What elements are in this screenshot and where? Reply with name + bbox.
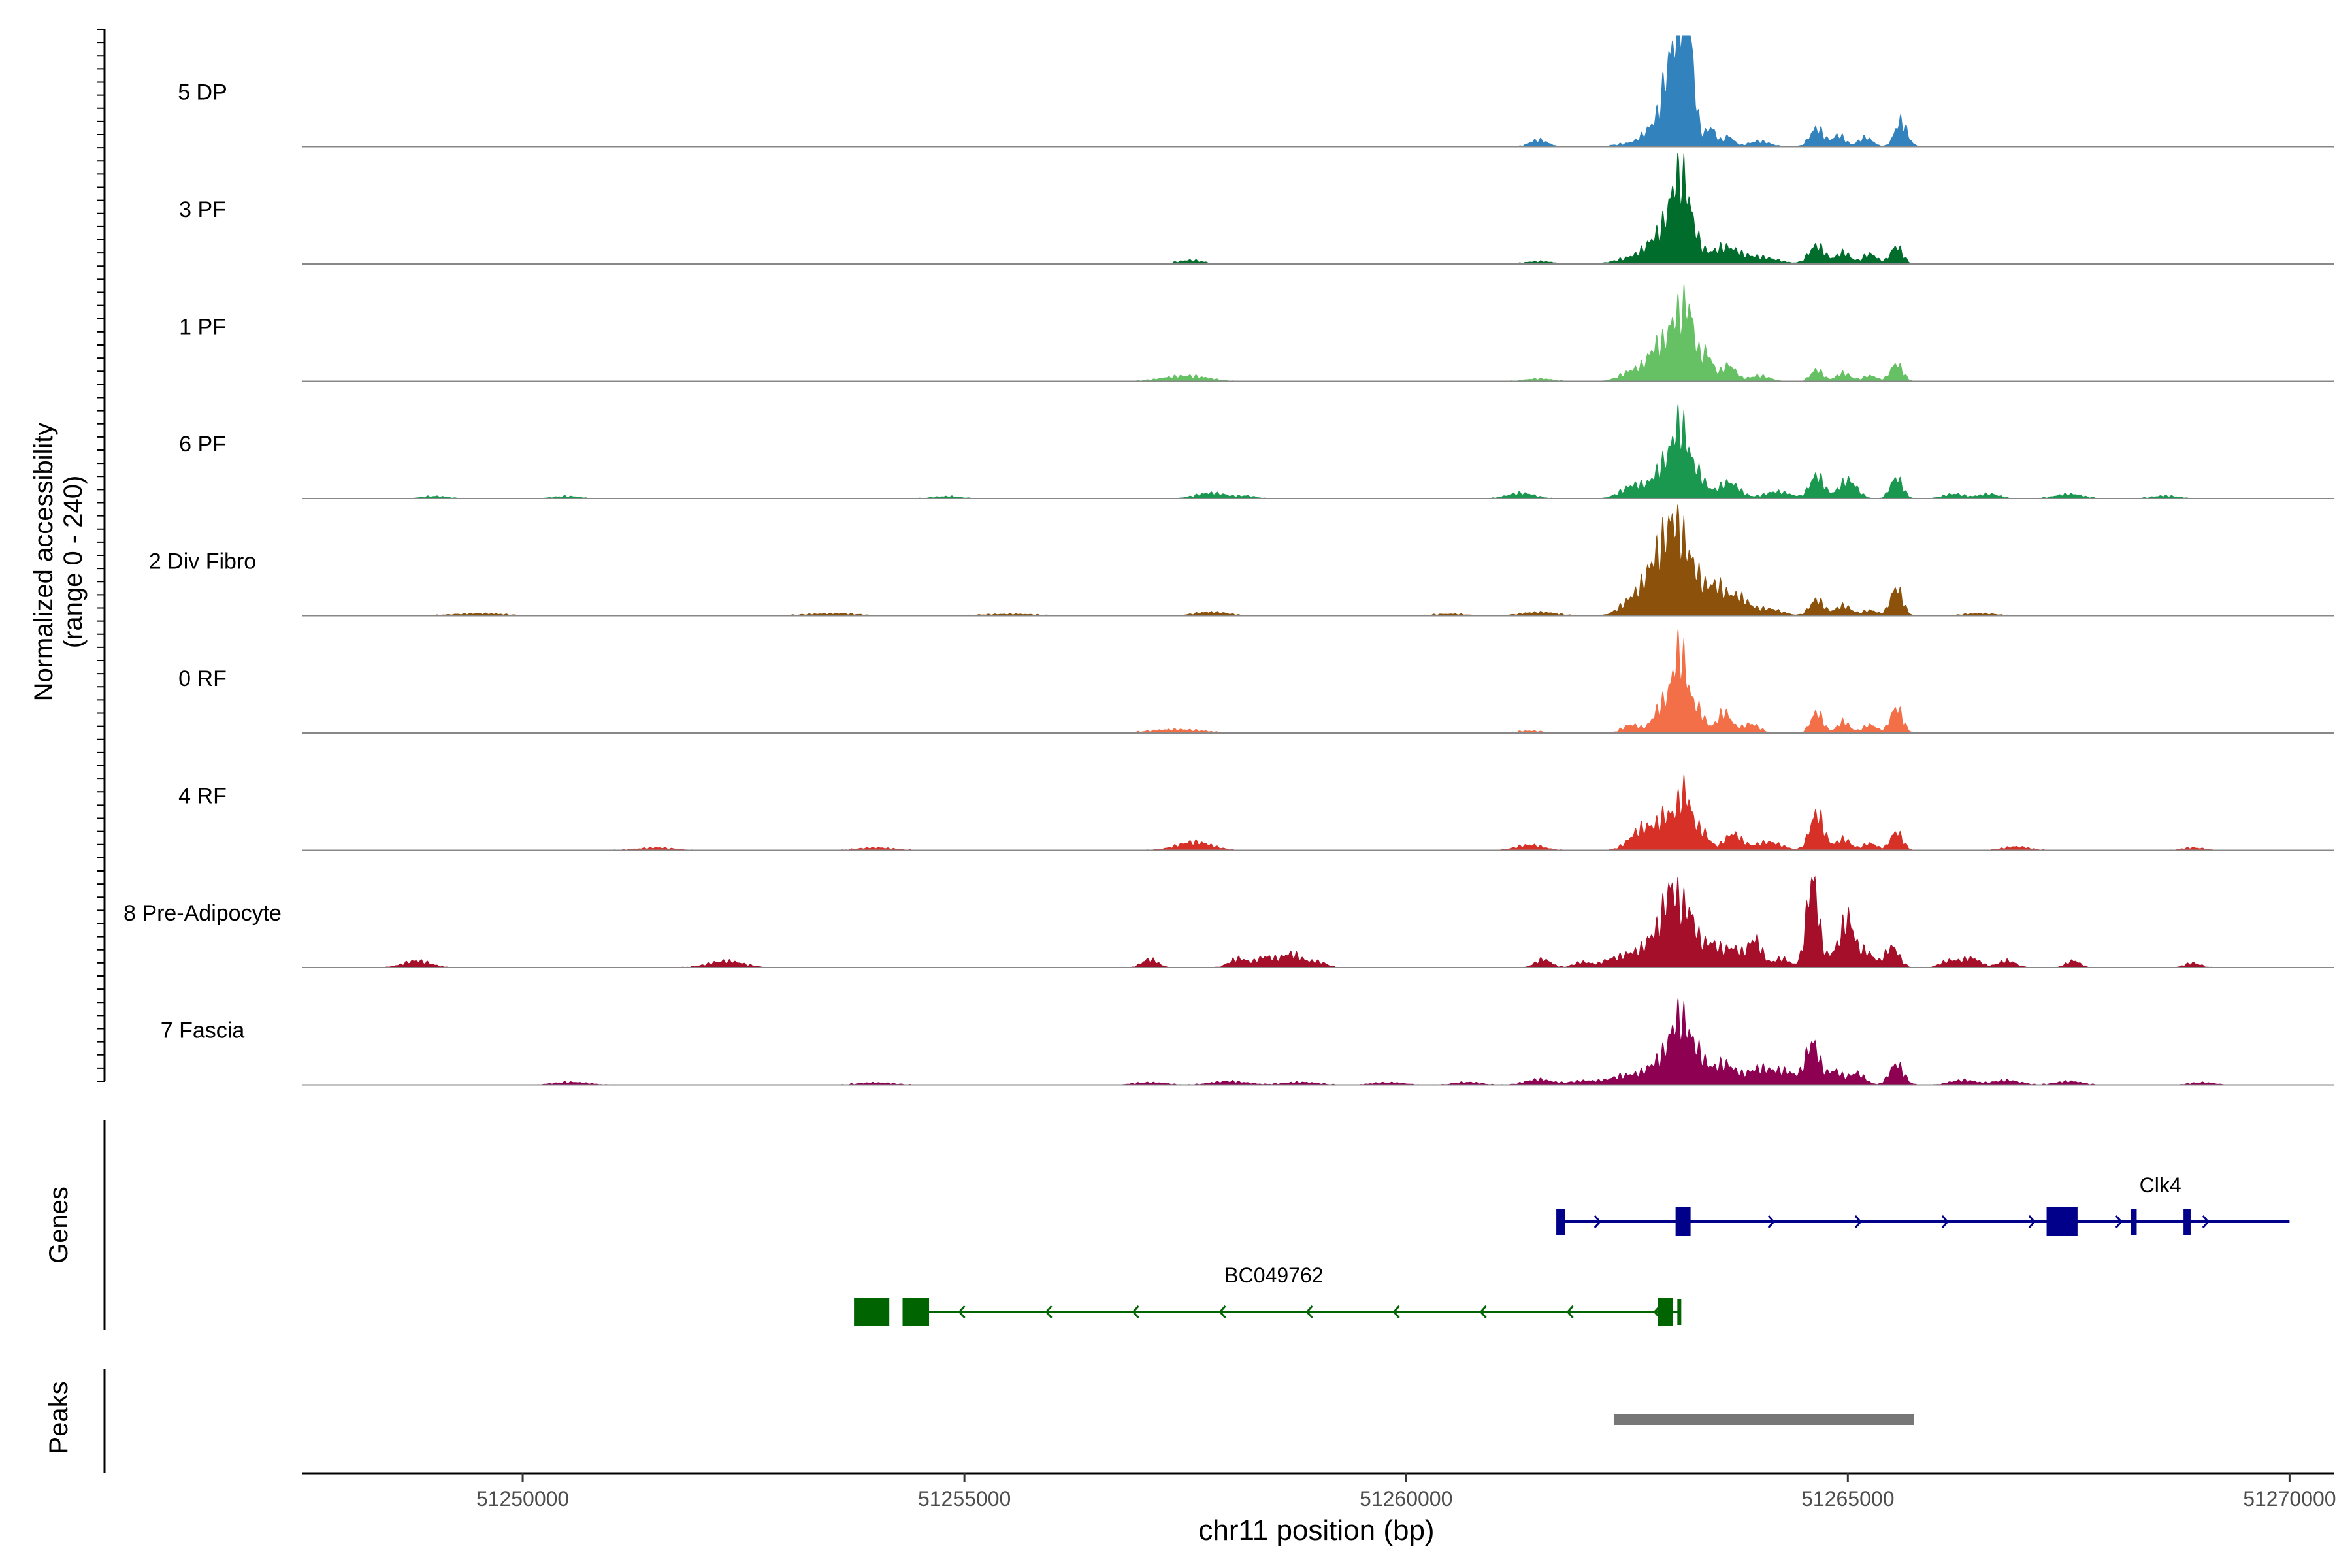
track-5: 0 RF <box>178 625 2334 734</box>
track-label: 2 Div Fibro <box>149 549 256 574</box>
gene-exon <box>1658 1298 1673 1326</box>
gene-annotation-panel: Clk4 BC049762 <box>103 1120 2290 1330</box>
strand-arrow <box>2028 1215 2036 1228</box>
y-axis-label-line1: Normalized accessibility <box>29 423 58 702</box>
strand-arrow <box>1045 1305 1053 1318</box>
track-label: 1 PF <box>179 315 226 340</box>
gene-exon <box>854 1298 890 1326</box>
x-tick-label: 51270000 <box>2243 1487 2336 1511</box>
gene-Clk4: Clk4 <box>1556 1173 2290 1236</box>
coverage-area <box>302 625 2334 733</box>
coverage-area <box>302 875 2334 968</box>
strand-arrow <box>1132 1305 1139 1318</box>
track-label: 5 DP <box>178 80 227 105</box>
strand-arrow <box>1767 1215 1775 1228</box>
track-8: 7 Fascia <box>161 995 2334 1086</box>
gene-exon <box>2131 1209 2137 1235</box>
coverage-area <box>302 504 2334 616</box>
track-label: 8 Pre-Adipocyte <box>123 901 282 926</box>
x-axis: 51250000 51255000 51260000 51265000 51270000 <box>302 1472 2336 1511</box>
x-tick-label: 51255000 <box>918 1487 1011 1511</box>
track-label: 7 Fascia <box>161 1019 245 1043</box>
peaks-panel <box>103 1369 1914 1473</box>
coverage-area <box>302 284 2334 382</box>
strand-arrow <box>1941 1215 1949 1228</box>
track-label: 6 PF <box>179 432 226 457</box>
coverage-area <box>302 774 2334 851</box>
coverage-panel: 5 DP 3 PF 1 PF 6 PF 2 Div Fibro 0 RF 4 RF 8 Pre… <box>97 29 2334 1086</box>
strand-arrow <box>1392 1305 1400 1318</box>
strand-arrow <box>1566 1305 1574 1318</box>
track-label: 4 RF <box>178 784 227 809</box>
track-0: 5 DP <box>178 35 2334 148</box>
gene-exon <box>902 1298 930 1326</box>
track-2: 1 PF <box>179 284 2334 382</box>
track-1: 3 PF <box>179 153 2334 265</box>
y-axis-label-line2: (range 0 - 240) <box>59 476 88 649</box>
strand-arrow <box>1305 1305 1313 1318</box>
strand-arrow <box>1218 1305 1226 1318</box>
gene-BC049762: BC049762 <box>854 1264 1682 1326</box>
x-axis-title: chr11 position (bp) <box>1198 1514 1434 1546</box>
gene-exon <box>1677 1299 1682 1325</box>
gene-exon <box>2046 1207 2078 1236</box>
coverage-area <box>302 35 2334 147</box>
track-3: 6 PF <box>179 401 2334 499</box>
track-6: 4 RF <box>178 774 2334 851</box>
track-4: 2 Div Fibro <box>149 504 2334 617</box>
gene-exon <box>1675 1207 1691 1236</box>
peak-region <box>1613 1414 1914 1425</box>
x-tick-label: 51265000 <box>1801 1487 1894 1511</box>
x-tick-label: 51260000 <box>1360 1487 1452 1511</box>
coverage-area <box>302 995 2334 1085</box>
track-7: 8 Pre-Adipocyte <box>123 875 2334 968</box>
track-label: 0 RF <box>178 666 227 691</box>
strand-arrow <box>1854 1215 1862 1228</box>
gene-label: BC049762 <box>1224 1264 1323 1287</box>
genes-axis-label: Genes <box>44 1186 73 1264</box>
strand-arrow <box>958 1305 966 1318</box>
gene-label: Clk4 <box>2140 1173 2181 1197</box>
coverage-area <box>302 153 2334 264</box>
coverage-area <box>302 401 2334 498</box>
track-label: 3 PF <box>179 197 226 222</box>
gene-exon <box>1556 1209 1565 1235</box>
strand-arrow <box>2202 1215 2210 1228</box>
peaks-axis-label: Peaks <box>44 1381 73 1454</box>
x-tick-label: 51250000 <box>476 1487 569 1511</box>
strand-arrow <box>2115 1215 2123 1228</box>
gene-exon <box>2183 1209 2191 1235</box>
strand-arrow <box>1479 1305 1487 1318</box>
strand-arrow <box>1593 1215 1601 1228</box>
